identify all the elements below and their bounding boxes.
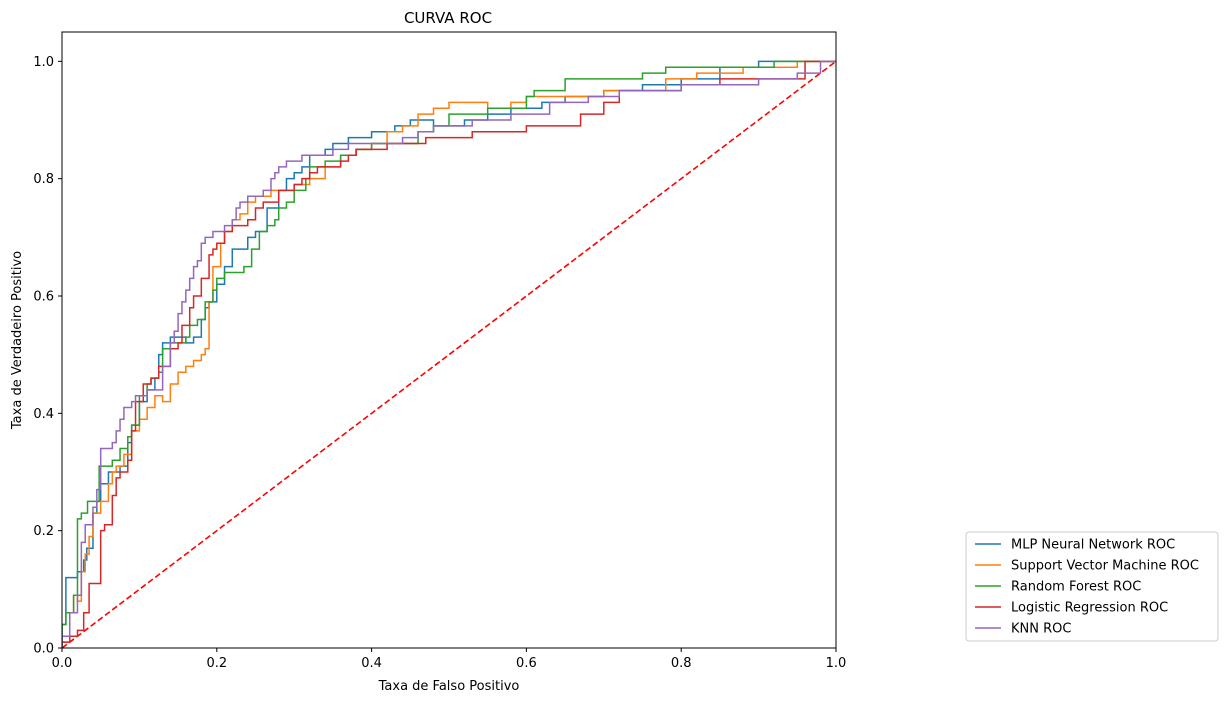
x-ticks: 0.0 0.2 0.4 0.6 0.8 1.0 <box>52 648 847 671</box>
series-line-2 <box>62 60 836 648</box>
legend-entry: MLP Neural Network ROC <box>1011 538 1175 553</box>
plot-frame <box>61 31 837 649</box>
series-line-3 <box>62 60 836 648</box>
chart-title: CURVA ROC <box>404 9 492 27</box>
series-line-1 <box>62 60 836 648</box>
legend-entry: Support Vector Machine ROC <box>1011 559 1199 574</box>
y-tick-label: 0.6 <box>33 290 54 305</box>
series-line-4 <box>62 60 836 648</box>
x-axis-label: Taxa de Falso Positivo <box>378 679 520 694</box>
x-tick-label: 0.2 <box>206 656 227 671</box>
y-tick-label: 1.0 <box>33 55 54 70</box>
legend-entry: Random Forest ROC <box>1011 580 1141 595</box>
y-ticks: 0.0 0.2 0.4 0.6 0.8 1.0 <box>33 55 62 657</box>
series-layer <box>62 60 836 648</box>
x-tick-label: 0.0 <box>52 656 73 671</box>
x-tick-label: 1.0 <box>826 656 847 671</box>
legend-entry: KNN ROC <box>1011 622 1071 637</box>
y-axis-label: Taxa de Verdadeiro Positivo <box>10 251 25 430</box>
legend-frame <box>965 531 1219 642</box>
y-tick-label: 0.2 <box>33 524 54 539</box>
y-tick-label: 0.0 <box>33 642 54 657</box>
x-tick-label: 0.8 <box>671 656 692 671</box>
legend: MLP Neural Network ROC Support Vector Mac… <box>965 531 1219 642</box>
y-tick-label: 0.4 <box>33 407 54 422</box>
x-tick-label: 0.4 <box>361 656 382 671</box>
y-tick-label: 0.8 <box>33 172 54 187</box>
legend-entry: Logistic Regression ROC <box>1011 601 1168 616</box>
chance-diagonal-line <box>62 60 836 648</box>
x-tick-label: 0.6 <box>516 656 537 671</box>
